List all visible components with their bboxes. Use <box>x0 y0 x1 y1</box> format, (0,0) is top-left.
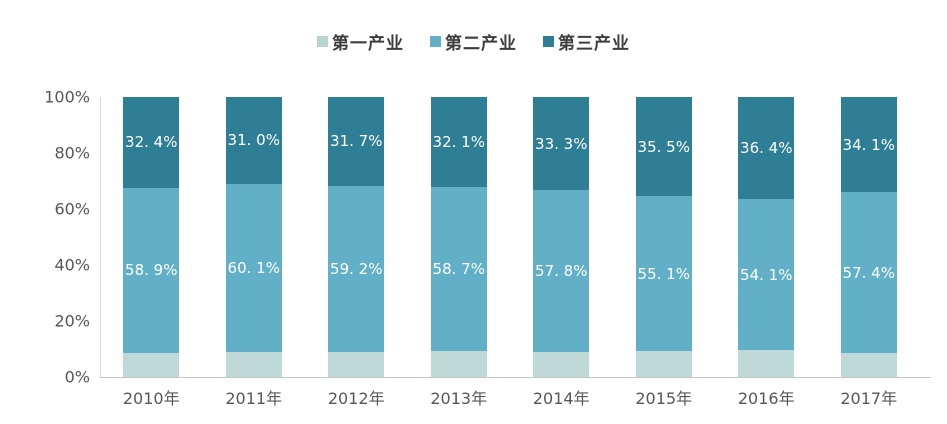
stacked-bar-2014年: 57. 8% 33. 3% <box>533 97 590 377</box>
y-axis: 100% 80% 60% 40% 20% 0% <box>0 88 90 387</box>
data-label: 55. 1% <box>637 264 690 283</box>
bar-segment-第三产业: 32. 4% <box>123 97 180 188</box>
legend-swatch-icon <box>317 36 328 47</box>
data-label: 32. 4% <box>125 133 178 152</box>
bar-slot: 58. 7% 32. 1% <box>408 97 511 377</box>
legend-item-secondary-industry: 第二产业 <box>430 29 517 54</box>
data-label: 34. 1% <box>842 135 895 154</box>
bar-segment-第一产业 <box>635 350 692 377</box>
chart-legend: 第一产业 第二产业 第三产业 <box>0 29 947 54</box>
bar-segment-第一产业 <box>533 352 590 377</box>
x-axis-category-label: 2014年 <box>532 389 590 408</box>
bar-segment-第三产业: 36. 4% <box>738 97 795 199</box>
legend-label: 第二产业 <box>445 34 517 54</box>
bar-segment-第二产业: 55. 1% <box>635 196 692 351</box>
bar-segment-第一产业 <box>123 352 180 377</box>
stacked-bar-2013年: 58. 7% 32. 1% <box>430 97 487 377</box>
bar-segment-第三产业: 31. 7% <box>328 97 385 186</box>
data-label: 57. 4% <box>842 263 895 282</box>
legend-swatch-icon <box>430 36 441 47</box>
bar-segment-第一产业 <box>430 351 487 377</box>
stacked-bar-2017年: 57. 4% 34. 1% <box>840 97 897 377</box>
bars-container: 58. 9% 32. 4% 60. 1% 31. 0% 59. 2% 31. 7% 58. … <box>100 97 920 377</box>
x-axis-category-label: 2010年 <box>122 389 180 408</box>
bar-segment-第一产业 <box>225 352 282 377</box>
bar-segment-第三产业: 31. 0% <box>225 97 282 184</box>
legend-label: 第一产业 <box>332 34 404 54</box>
stacked-bar-2015年: 55. 1% 35. 5% <box>635 97 692 377</box>
data-label: 54. 1% <box>740 265 793 284</box>
legend-item-primary-industry: 第一产业 <box>317 29 404 54</box>
plot-area <box>100 97 931 378</box>
stacked-bar-2011年: 60. 1% 31. 0% <box>225 97 282 377</box>
y-axis-tick-label: 0% <box>64 367 90 387</box>
data-label: 31. 0% <box>227 131 280 150</box>
data-label: 59. 2% <box>330 259 383 278</box>
bar-segment-第一产业 <box>840 353 897 377</box>
bar-segment-第二产业: 58. 9% <box>123 187 180 353</box>
bar-segment-第二产业: 57. 8% <box>533 190 590 353</box>
bar-segment-第二产业: 54. 1% <box>738 198 795 351</box>
bar-slot: 54. 1% 36. 4% <box>715 97 818 377</box>
data-label: 35. 5% <box>637 137 690 156</box>
x-axis-category-label: 2017年 <box>840 389 898 408</box>
data-label: 58. 9% <box>125 261 178 280</box>
bar-slot: 57. 8% 33. 3% <box>510 97 613 377</box>
legend-item-tertiary-industry: 第三产业 <box>543 29 630 54</box>
data-label: 31. 7% <box>330 132 383 151</box>
bar-segment-第二产业: 60. 1% <box>225 183 282 353</box>
y-axis-tick-label: 20% <box>54 311 90 331</box>
data-label: 36. 4% <box>740 138 793 157</box>
bar-slot: 59. 2% 31. 7% <box>305 97 408 377</box>
bar-segment-第三产业: 35. 5% <box>635 97 692 197</box>
bar-slot: 57. 4% 34. 1% <box>818 97 921 377</box>
data-label: 57. 8% <box>535 262 588 281</box>
data-label: 32. 1% <box>432 132 485 151</box>
legend-swatch-icon <box>543 36 554 47</box>
y-axis-tick-label: 40% <box>54 255 90 275</box>
x-axis-category-label: 2013年 <box>430 389 488 408</box>
bar-segment-第一产业 <box>738 350 795 377</box>
bar-slot: 55. 1% 35. 5% <box>613 97 716 377</box>
x-axis-category-label: 2012年 <box>327 389 385 408</box>
x-axis-category-label: 2016年 <box>737 389 795 408</box>
bar-slot: 60. 1% 31. 0% <box>203 97 306 377</box>
bar-segment-第一产业 <box>328 351 385 377</box>
bar-segment-第二产业: 57. 4% <box>840 192 897 354</box>
data-label: 60. 1% <box>227 258 280 277</box>
bar-slot: 58. 9% 32. 4% <box>100 97 203 377</box>
x-axis-category-label: 2015年 <box>635 389 693 408</box>
bar-segment-第三产业: 33. 3% <box>533 97 590 191</box>
stacked-bar-2016年: 54. 1% 36. 4% <box>738 97 795 377</box>
stacked-bar-2012年: 59. 2% 31. 7% <box>328 97 385 377</box>
y-axis-tick-label: 100% <box>44 87 90 107</box>
x-axis-category-label: 2011年 <box>225 389 283 408</box>
bar-segment-第二产业: 58. 7% <box>430 186 487 352</box>
data-label: 58. 7% <box>432 260 485 279</box>
bar-segment-第三产业: 34. 1% <box>840 97 897 193</box>
bar-segment-第二产业: 59. 2% <box>328 185 385 352</box>
y-axis-tick-label: 80% <box>54 143 90 163</box>
legend-label: 第三产业 <box>558 34 630 54</box>
y-axis-tick-label: 60% <box>54 199 90 219</box>
stacked-bar-2010年: 58. 9% 32. 4% <box>123 97 180 377</box>
data-label: 33. 3% <box>535 134 588 153</box>
bar-segment-第三产业: 32. 1% <box>430 97 487 187</box>
x-axis: 2010年 2011年 2012年 2013年 2014年 2015年 2016年 2017年 <box>100 385 920 409</box>
